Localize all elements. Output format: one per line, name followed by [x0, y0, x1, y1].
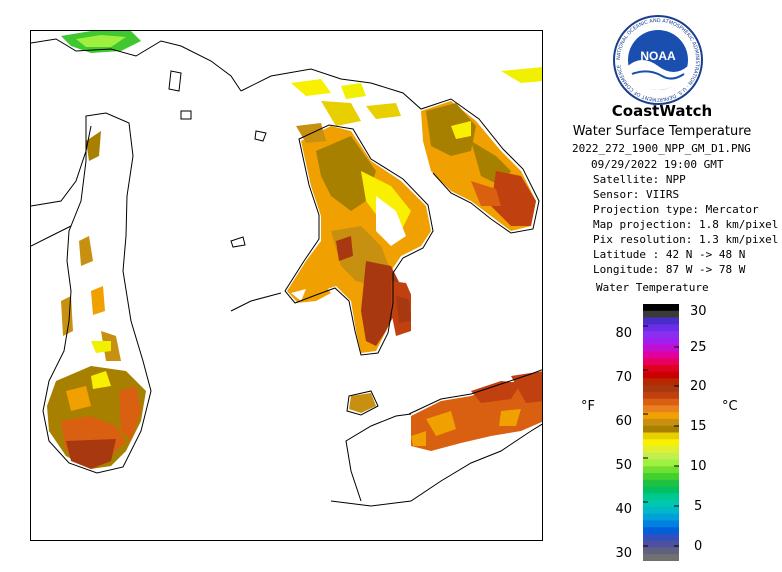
unit-celsius: °C	[722, 399, 738, 414]
color-scale-swatch	[643, 398, 679, 406]
color-scale-swatch	[643, 371, 679, 379]
color-scale-swatch	[643, 554, 679, 561]
lake-superior-fragment	[61, 31, 542, 83]
color-scale-swatch	[643, 533, 679, 542]
color-scale-swatch	[643, 324, 679, 332]
tick-f-60: 60	[615, 414, 632, 429]
datetime: 09/29/2022 19:00 GMT	[591, 158, 724, 171]
tick-c-25: 25	[690, 340, 707, 355]
meta-satellite: Satellite: NPP	[593, 173, 686, 186]
filename: 2022_272_1900_NPP_GM_D1.PNG	[572, 142, 751, 155]
color-scale-swatch	[643, 432, 679, 440]
color-scale-swatch	[643, 304, 679, 312]
color-scale-swatch	[643, 446, 679, 454]
color-scale-swatch	[643, 527, 679, 535]
tick-f-50: 50	[615, 458, 632, 473]
tick-f-70: 70	[615, 370, 632, 385]
lake-erie	[411, 371, 542, 451]
lake-st-clair	[349, 393, 376, 413]
color-scale-swatch	[643, 452, 679, 461]
product-subtitle: Water Surface Temperature	[572, 124, 752, 139]
tick-c-20: 20	[690, 379, 707, 394]
meta-sensor: Sensor: VIIRS	[593, 188, 680, 201]
color-scale-swatch	[643, 486, 679, 494]
color-scale-swatch	[643, 391, 679, 400]
color-scale-swatch	[643, 459, 679, 467]
color-scale-swatch	[643, 540, 679, 548]
color-scale-swatch	[643, 425, 679, 433]
color-scale-swatch	[643, 364, 679, 373]
meta-pix-resolution: Pix resolution: 1.3 km/pixel	[593, 233, 779, 246]
color-scale-swatch	[643, 351, 679, 359]
lake-michigan	[45, 116, 149, 471]
color-scale-swatch	[643, 439, 679, 447]
color-scale-swatch	[643, 344, 679, 352]
tick-f-30: 30	[615, 546, 632, 561]
color-scale-swatch	[643, 479, 679, 488]
noaa-logo-text: NOAA	[640, 49, 676, 63]
color-scale-swatch	[643, 493, 679, 501]
tick-f-80: 80	[615, 326, 632, 341]
color-scale-swatch	[643, 473, 679, 481]
meta-latitude: Latitude : 42 N -> 48 N	[593, 248, 746, 261]
georgian-bay	[421, 101, 536, 231]
color-scale-swatch	[643, 466, 679, 474]
color-scale-swatch	[643, 317, 679, 325]
color-scale-swatch	[643, 412, 679, 420]
color-scale-swatch	[643, 520, 679, 528]
tick-f-40: 40	[615, 502, 632, 517]
color-scale-swatch	[643, 337, 679, 346]
color-scale-swatch	[643, 385, 679, 393]
color-scale-swatch	[643, 358, 679, 366]
color-scale-swatch	[643, 506, 679, 515]
unit-fahrenheit: °F	[581, 399, 595, 414]
color-scale-swatch	[643, 500, 679, 508]
meta-projection-type: Projection type: Mercator	[593, 203, 759, 216]
tick-c-10: 10	[690, 459, 707, 474]
meta-longitude: Longitude: 87 W -> 78 W	[593, 263, 746, 276]
product-title: CoastWatch	[611, 102, 713, 120]
color-scale	[643, 304, 679, 561]
tick-c-5: 5	[694, 499, 703, 514]
noaa-logo: NOAA NATIONAL OCEANIC AND ATMOSPHERIC AD…	[613, 15, 703, 105]
north-channel	[241, 71, 411, 143]
color-scale-swatch	[643, 547, 679, 555]
islands	[168, 70, 267, 248]
meta-map-projection: Map projection: 1.8 km/pixel	[593, 218, 779, 231]
color-scale-swatch	[643, 310, 679, 319]
legend-title: Water Temperature	[596, 281, 709, 294]
tick-c-30: 30	[690, 304, 707, 319]
tick-c-15: 15	[690, 419, 707, 434]
color-scale-swatch	[643, 418, 679, 427]
tick-c-0: 0	[694, 539, 703, 554]
map-panel	[30, 30, 543, 541]
color-scale-swatch	[643, 331, 679, 339]
color-scale-swatch	[643, 378, 679, 386]
color-scale-swatch	[643, 513, 679, 521]
color-scale-swatch	[643, 405, 679, 413]
temperature-map	[31, 31, 542, 507]
coastlines	[31, 38, 542, 507]
lake-huron	[287, 126, 431, 353]
